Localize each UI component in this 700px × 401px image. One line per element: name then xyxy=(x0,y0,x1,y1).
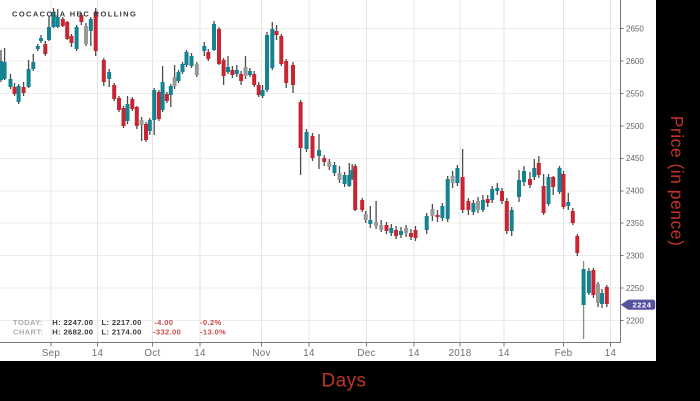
svg-text:TODAY:: TODAY: xyxy=(13,318,43,327)
svg-text:14: 14 xyxy=(194,348,206,359)
svg-text:L: 2217.00: L: 2217.00 xyxy=(102,318,142,327)
svg-text:2250: 2250 xyxy=(626,284,644,293)
svg-text:Sep: Sep xyxy=(42,348,61,359)
svg-text:Dec: Dec xyxy=(357,348,375,359)
svg-text:14: 14 xyxy=(408,348,420,359)
svg-text:14: 14 xyxy=(498,348,510,359)
svg-text:Price (in pence): Price (in pence) xyxy=(667,116,687,247)
svg-text:2200: 2200 xyxy=(626,316,644,325)
svg-text:L: 2174.00: L: 2174.00 xyxy=(102,327,142,336)
svg-text:2300: 2300 xyxy=(626,251,644,260)
svg-text:Oct: Oct xyxy=(144,348,160,359)
svg-text:2350: 2350 xyxy=(626,219,644,228)
svg-text:-332.00: -332.00 xyxy=(153,327,181,336)
svg-text:Days: Days xyxy=(322,371,367,392)
svg-text:2500: 2500 xyxy=(626,122,644,131)
svg-text:H: 2682.00: H: 2682.00 xyxy=(52,327,93,336)
svg-text:CHART:: CHART: xyxy=(13,327,43,336)
svg-text:14: 14 xyxy=(92,348,104,359)
svg-text:2600: 2600 xyxy=(626,57,644,66)
svg-text:-4.00: -4.00 xyxy=(154,318,173,327)
svg-text:2450: 2450 xyxy=(626,154,644,163)
svg-text:COCACOLA HBC ROLLING: COCACOLA HBC ROLLING xyxy=(12,9,137,18)
svg-text:2550: 2550 xyxy=(626,89,644,98)
svg-text:2650: 2650 xyxy=(626,25,644,34)
svg-text:-13.0%: -13.0% xyxy=(200,327,226,336)
svg-text:Feb: Feb xyxy=(555,348,573,359)
svg-text:2224: 2224 xyxy=(632,300,651,309)
svg-text:Nov: Nov xyxy=(252,348,270,359)
svg-text:-0.2%: -0.2% xyxy=(200,318,222,327)
svg-text:14: 14 xyxy=(303,348,315,359)
svg-text:2018: 2018 xyxy=(449,348,472,359)
svg-text:2400: 2400 xyxy=(626,187,644,196)
svg-text:H: 2247.00: H: 2247.00 xyxy=(52,318,93,327)
svg-text:14: 14 xyxy=(605,348,617,359)
